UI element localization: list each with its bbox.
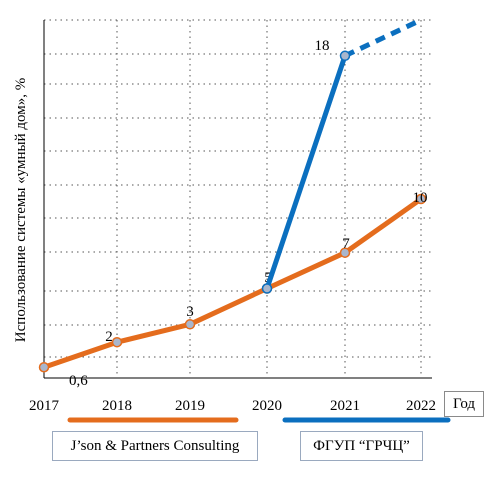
series-line-grcc xyxy=(264,53,348,291)
x-tick-label: 2018 xyxy=(102,398,132,414)
point-jp xyxy=(184,319,196,330)
x-tick-label: 2020 xyxy=(252,398,282,414)
legend-grcc: ФГУП “ГРЧЦ” xyxy=(300,431,423,461)
legend-jp: J’son & Partners Consulting xyxy=(52,431,258,461)
x-tick-label: 2017 xyxy=(29,398,60,414)
data-label-jp: 0,6 xyxy=(69,373,88,389)
x-tick-label: 2021 xyxy=(330,398,360,414)
x-tick-label: 2022 xyxy=(406,398,436,414)
y-axis-label: Использование системы «умный дом», % xyxy=(13,78,29,342)
series-grcc: 18 xyxy=(261,17,423,294)
series-jp: 0,6235710 xyxy=(38,190,428,389)
point-jp xyxy=(111,336,123,348)
point-grcc xyxy=(261,283,273,294)
gridlines xyxy=(44,19,432,378)
data-label-grcc: 18 xyxy=(315,38,330,54)
series-line-jp xyxy=(43,196,423,370)
data-label-jp: 2 xyxy=(105,329,113,345)
x-axis-unit-box: Год xyxy=(444,391,484,417)
point-jp xyxy=(339,247,351,258)
x-tick-label: 2019 xyxy=(175,398,205,414)
x-tick-labels: 2017 2018 2019 2020 2021 2022 xyxy=(29,398,436,414)
point-jp xyxy=(415,193,427,205)
data-label-jp: 7 xyxy=(342,236,350,252)
point-jp xyxy=(38,362,50,373)
point-grcc xyxy=(339,50,351,62)
series-projection-grcc xyxy=(343,17,423,59)
data-label-jp: 3 xyxy=(186,304,194,320)
data-label-jp: 10 xyxy=(413,190,428,206)
